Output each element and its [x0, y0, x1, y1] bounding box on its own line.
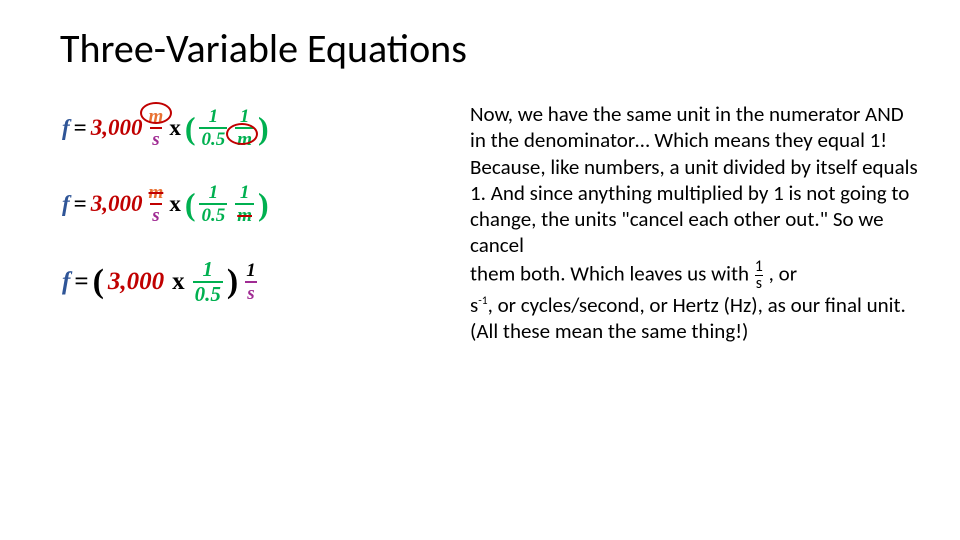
var-f: f: [60, 115, 72, 141]
frac-top-1: 1: [207, 183, 221, 203]
value-3000: 3,000: [89, 191, 145, 217]
equation-1: f = 3,000 m s x ( 1 0.5 1 m: [60, 107, 460, 149]
times-x: x: [167, 191, 183, 217]
value-3000: 3,000: [89, 115, 145, 141]
var-f: f: [60, 191, 72, 217]
fraction-m-over-s: m s: [145, 107, 168, 149]
frac-top-1b: 1: [238, 183, 252, 203]
page-title: Three-Variable Equations: [60, 24, 920, 73]
frac-bot-m-cancelled: m: [235, 203, 254, 225]
explain-p2b: , or: [769, 260, 797, 286]
fraction-1-over-0.5: 1 0.5: [191, 259, 225, 305]
frac-top-1: 1: [207, 107, 221, 127]
explain-p3b: , or cycles/second, or Hertz (Hz), as ou…: [470, 292, 906, 344]
fraction-1-over-0.5: 1 0.5: [197, 183, 229, 225]
equals-sign: =: [72, 268, 90, 296]
fraction-1-over-s: 1 s: [242, 261, 260, 303]
inline-fraction-1-over-s: 1 s: [754, 259, 764, 292]
frac-top-1b: 1: [244, 261, 258, 281]
frac-bot-0.5: 0.5: [199, 203, 227, 225]
unit-s: s: [150, 127, 161, 149]
frac-bot-0.5: 0.5: [193, 281, 223, 305]
times-x: x: [167, 115, 183, 141]
frac-bot-0.5: 0.5: [199, 127, 227, 149]
frac-top-1b: 1: [238, 107, 252, 127]
equals-sign: =: [72, 115, 89, 141]
equation-3: f = ( 3,000 x 1 0.5 ) 1 s: [60, 259, 460, 305]
slide: Three-Variable Equations f = 3,000 m s x…: [0, 0, 960, 540]
var-f: f: [60, 268, 72, 296]
unit-s: s: [150, 203, 161, 225]
equation-2: f = 3,000 m s x ( 1 0.5 1 m ): [60, 183, 460, 225]
unit-m-cancelled: m: [147, 183, 166, 203]
explanation-text: Now, we have the same unit in the numera…: [470, 101, 920, 344]
equations-column: f = 3,000 m s x ( 1 0.5 1 m: [60, 101, 460, 344]
content-row: f = 3,000 m s x ( 1 0.5 1 m: [60, 101, 920, 344]
frac-bot-s: s: [245, 281, 256, 303]
value-3000: 3,000: [106, 268, 166, 296]
superscript-neg1: -1: [478, 294, 487, 308]
explain-p1: Now, we have the same unit in the numera…: [470, 101, 918, 258]
explain-p3a: s: [470, 292, 478, 318]
equals-sign: =: [72, 191, 89, 217]
times-x: x: [166, 268, 191, 296]
unit-m: m: [147, 107, 166, 127]
frac-bot-m: m: [235, 127, 254, 149]
fraction-1-over-0.5: 1 0.5: [197, 107, 229, 149]
inline-frac-top: 1: [754, 259, 764, 275]
fraction-1-over-m: 1 m: [233, 107, 256, 149]
inline-frac-bot: s: [755, 275, 763, 292]
fraction-m-over-s: m s: [145, 183, 168, 225]
explain-p2a: them both. Which leaves us with: [470, 260, 754, 286]
fraction-1-over-m: 1 m: [233, 183, 256, 225]
frac-top-1: 1: [201, 259, 216, 281]
